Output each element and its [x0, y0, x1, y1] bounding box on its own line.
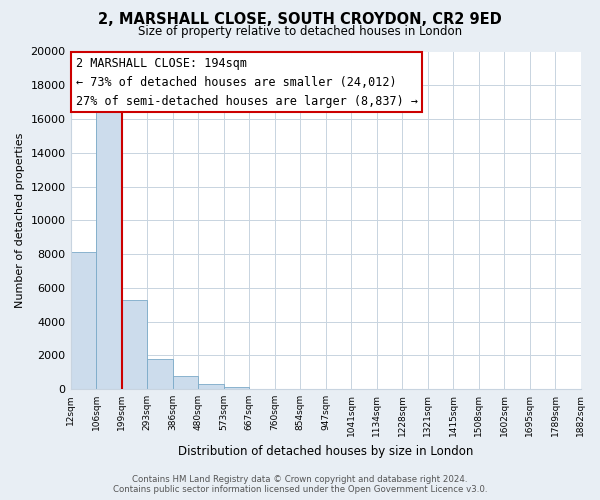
Bar	[147, 359, 173, 389]
Text: 2 MARSHALL CLOSE: 194sqm
← 73% of detached houses are smaller (24,012)
27% of se: 2 MARSHALL CLOSE: 194sqm ← 73% of detach…	[76, 56, 418, 108]
Bar	[71, 252, 96, 389]
X-axis label: Distribution of detached houses by size in London: Distribution of detached houses by size …	[178, 444, 473, 458]
Bar	[122, 300, 147, 389]
Text: Size of property relative to detached houses in London: Size of property relative to detached ho…	[138, 25, 462, 38]
Bar	[224, 386, 249, 389]
Text: 2, MARSHALL CLOSE, SOUTH CROYDON, CR2 9ED: 2, MARSHALL CLOSE, SOUTH CROYDON, CR2 9E…	[98, 12, 502, 28]
Bar	[198, 384, 224, 389]
Text: Contains HM Land Registry data © Crown copyright and database right 2024.
Contai: Contains HM Land Registry data © Crown c…	[113, 474, 487, 494]
Y-axis label: Number of detached properties: Number of detached properties	[15, 132, 25, 308]
Bar	[173, 376, 198, 389]
Bar	[96, 110, 122, 389]
